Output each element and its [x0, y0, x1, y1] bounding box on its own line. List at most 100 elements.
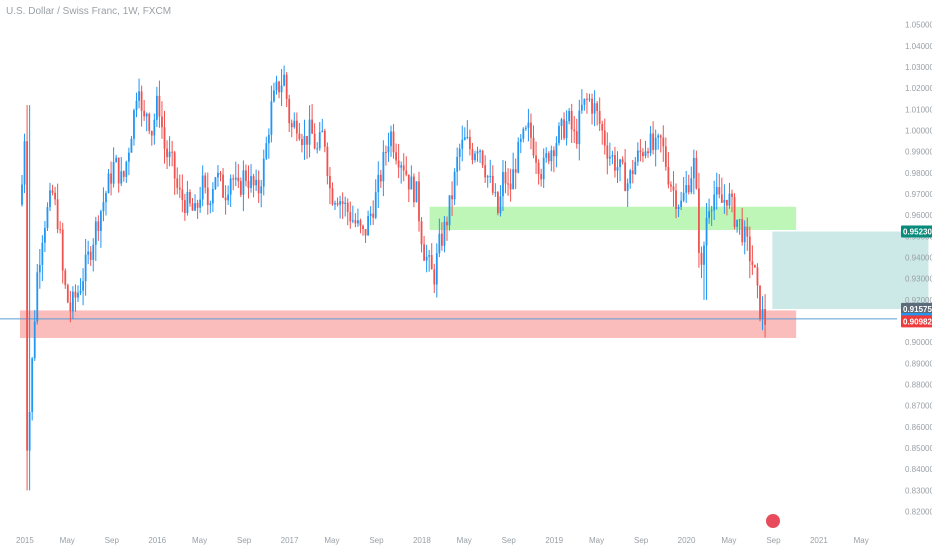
y-tick-label: 1.00000 [905, 127, 932, 136]
candle-body [285, 74, 288, 99]
candle-body [245, 170, 247, 181]
candle-body [514, 169, 517, 173]
candle-body [659, 135, 662, 138]
candle-body [698, 188, 700, 253]
candle-body [435, 253, 438, 285]
candle-body [695, 157, 698, 189]
x-tick-label: 2016 [148, 536, 166, 545]
candle-body [463, 137, 466, 140]
candle-body [502, 172, 504, 197]
x-tick-label: May [324, 536, 339, 545]
candle-body [150, 130, 153, 136]
x-tick-label: May [589, 536, 604, 545]
candle-body [670, 184, 672, 187]
candle-body [423, 244, 425, 261]
candle-body [270, 101, 273, 135]
candle-body [301, 139, 303, 146]
demand-zone-red[interactable] [20, 310, 797, 338]
y-tick-label: 0.87000 [905, 402, 932, 411]
candle-body [115, 157, 118, 163]
candle-body [130, 138, 133, 153]
candle-body [568, 110, 571, 122]
candle-body [49, 190, 51, 208]
candle-body [397, 160, 400, 168]
candle-body [438, 233, 441, 254]
candle-body [161, 116, 163, 128]
x-tick-label: 2019 [545, 536, 563, 545]
y-tick-label: 1.04000 [905, 42, 932, 51]
candle-body [69, 302, 72, 312]
candle-body [418, 181, 420, 222]
y-tick-label: 0.90000 [905, 338, 932, 347]
candle-body [535, 155, 537, 163]
candle-body [351, 220, 354, 222]
y-tick-label: 1.03000 [905, 63, 932, 72]
candle-body [583, 98, 586, 105]
candle-body [313, 133, 316, 149]
candle-body [680, 200, 683, 207]
candle-body [46, 207, 49, 229]
candle-body [639, 150, 642, 153]
support-zone-green[interactable] [429, 206, 797, 231]
candle-body [217, 172, 219, 178]
candle-body [479, 150, 481, 152]
candle-body [38, 264, 41, 273]
candle-body [491, 175, 494, 193]
candle-body [21, 184, 23, 205]
candle-body [489, 175, 492, 177]
candle-body [293, 120, 296, 128]
price-badge-label: 0.95230 [903, 227, 932, 236]
candle-body [588, 98, 591, 100]
candle-body [636, 150, 639, 162]
candle-body [102, 202, 105, 212]
candle-body [250, 176, 252, 189]
x-tick-label: May [854, 536, 869, 545]
candle-body [92, 244, 95, 260]
candle-body [273, 90, 275, 102]
chart-title: U.S. Dollar / Swiss Franc, 1W, FXCM [6, 6, 172, 17]
candle-body [494, 192, 497, 194]
candle-body [468, 136, 471, 150]
candle-body [708, 211, 711, 218]
candle-body [232, 178, 235, 180]
candle-body [204, 175, 207, 188]
candle-body [316, 148, 319, 150]
candle-body [685, 185, 688, 193]
candle-body [461, 139, 464, 149]
candle-body [77, 292, 79, 298]
x-tick-label: May [457, 536, 472, 545]
candle-body [530, 122, 532, 138]
x-tick-label: May [60, 536, 75, 545]
candle-body [265, 143, 268, 159]
candle-body [575, 131, 578, 145]
candle-body [105, 193, 107, 203]
candle-body [440, 233, 443, 246]
candle-body [524, 127, 527, 129]
candle-body [97, 221, 100, 231]
candle-body [222, 174, 224, 198]
candle-body [262, 158, 265, 187]
candle-body [573, 129, 576, 132]
target-zone-teal[interactable] [772, 231, 929, 309]
candle-body [181, 189, 184, 201]
candle-body [326, 146, 329, 176]
candle-body [166, 148, 168, 158]
candle-body [214, 177, 217, 189]
candle-body [731, 193, 733, 197]
candle-body [189, 192, 191, 204]
candle-body [733, 196, 736, 227]
candle-body [242, 170, 245, 195]
candle-body [657, 135, 660, 138]
candle-body [211, 188, 214, 204]
candle-body [318, 132, 321, 149]
candle-body [288, 98, 291, 124]
candle-body [586, 98, 588, 100]
candle-body [522, 128, 525, 139]
candle-body [224, 197, 227, 201]
candle-body [323, 130, 326, 147]
candle-body [682, 192, 685, 201]
candle-body [496, 192, 499, 214]
candle-body [362, 225, 364, 230]
candle-body [173, 152, 176, 179]
